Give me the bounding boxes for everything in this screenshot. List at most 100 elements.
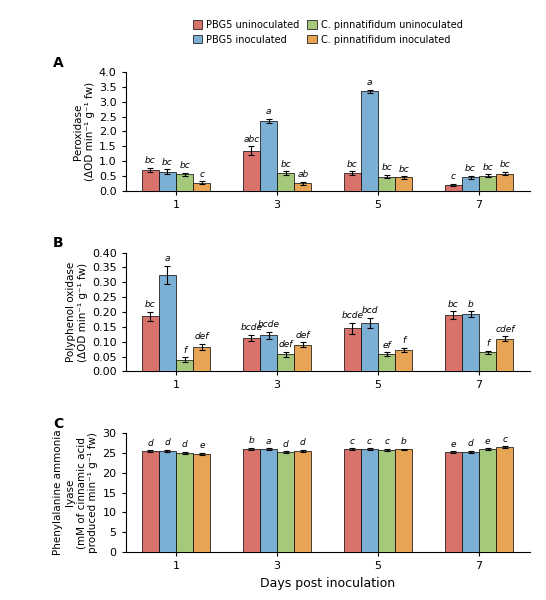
- Bar: [344, 449, 361, 552]
- Bar: [378, 176, 395, 191]
- Text: d: d: [283, 440, 288, 449]
- Text: bc: bc: [399, 164, 410, 173]
- Bar: [344, 173, 361, 191]
- Bar: [193, 347, 210, 371]
- Text: def: def: [296, 331, 310, 340]
- Bar: [260, 449, 277, 552]
- Bar: [159, 172, 176, 191]
- Text: def: def: [195, 332, 209, 341]
- Text: a: a: [367, 78, 372, 87]
- Text: B: B: [53, 236, 63, 250]
- Y-axis label: Phenylalanine ammonia
lyase
(mM of cinnamic acid
produced min⁻¹ g⁻¹ fw): Phenylalanine ammonia lyase (mM of cinna…: [54, 430, 98, 556]
- Bar: [479, 176, 496, 191]
- Text: e: e: [450, 440, 456, 449]
- Bar: [277, 173, 294, 191]
- Text: f: f: [183, 346, 186, 355]
- X-axis label: Days post inoculation: Days post inoculation: [260, 577, 395, 590]
- Text: c: c: [367, 437, 372, 446]
- Text: c: c: [451, 172, 456, 181]
- Text: e: e: [485, 437, 490, 446]
- Text: abc: abc: [243, 134, 259, 143]
- Bar: [395, 350, 412, 371]
- Text: bc: bc: [280, 160, 291, 169]
- Bar: [277, 354, 294, 371]
- Bar: [142, 170, 159, 191]
- Bar: [496, 448, 513, 552]
- Bar: [496, 173, 513, 191]
- Text: a: a: [266, 437, 271, 446]
- Text: c: c: [502, 435, 507, 444]
- Text: ab: ab: [297, 170, 308, 179]
- Bar: [378, 450, 395, 552]
- Text: bcd: bcd: [361, 306, 378, 315]
- Text: bc: bc: [179, 161, 190, 170]
- Text: bcde: bcde: [341, 311, 363, 320]
- Text: bc: bc: [145, 156, 156, 165]
- Bar: [260, 335, 277, 371]
- Text: bcde: bcde: [240, 323, 262, 332]
- Bar: [243, 151, 260, 191]
- Text: b: b: [248, 436, 254, 445]
- Text: C: C: [53, 417, 63, 431]
- Bar: [479, 449, 496, 552]
- Text: A: A: [53, 56, 63, 70]
- Legend: PBG5 uninoculated, PBG5 inoculated, C. pinnatifidum uninoculated, C. pinnatifidu: PBG5 uninoculated, PBG5 inoculated, C. p…: [193, 20, 462, 45]
- Text: bc: bc: [465, 164, 476, 173]
- Text: c: c: [199, 170, 204, 179]
- Bar: [445, 185, 462, 191]
- Bar: [243, 449, 260, 552]
- Text: ef: ef: [382, 341, 391, 350]
- Bar: [142, 316, 159, 371]
- Bar: [277, 452, 294, 552]
- Bar: [193, 183, 210, 191]
- Bar: [159, 451, 176, 552]
- Bar: [462, 452, 479, 552]
- Text: bc: bc: [482, 163, 493, 172]
- Text: bc: bc: [145, 301, 156, 310]
- Text: d: d: [300, 439, 306, 448]
- Bar: [176, 452, 193, 552]
- Bar: [445, 315, 462, 371]
- Text: e: e: [199, 441, 205, 450]
- Text: f: f: [402, 337, 406, 346]
- Bar: [361, 91, 378, 191]
- Text: d: d: [182, 440, 187, 449]
- Bar: [243, 338, 260, 371]
- Text: c: c: [384, 437, 389, 446]
- Bar: [159, 275, 176, 371]
- Text: d: d: [165, 438, 170, 447]
- Text: bc: bc: [381, 163, 392, 172]
- Bar: [395, 449, 412, 552]
- Bar: [294, 451, 311, 552]
- Bar: [361, 449, 378, 552]
- Bar: [496, 339, 513, 371]
- Text: c: c: [350, 437, 355, 446]
- Bar: [142, 451, 159, 552]
- Bar: [462, 314, 479, 371]
- Text: a: a: [165, 254, 170, 263]
- Y-axis label: Polyphenol oxidase
(ΔOD min⁻¹ g⁻¹ fw): Polyphenol oxidase (ΔOD min⁻¹ g⁻¹ fw): [66, 262, 88, 362]
- Bar: [294, 184, 311, 191]
- Text: d: d: [468, 439, 473, 448]
- Text: bc: bc: [162, 158, 173, 167]
- Bar: [176, 175, 193, 191]
- Text: bcde: bcde: [258, 320, 280, 329]
- Bar: [361, 323, 378, 371]
- Text: a: a: [266, 107, 271, 116]
- Bar: [176, 359, 193, 371]
- Text: bc: bc: [448, 300, 459, 309]
- Bar: [395, 178, 412, 191]
- Bar: [462, 178, 479, 191]
- Bar: [378, 354, 395, 371]
- Y-axis label: Peroxidase
(ΔOD min⁻¹ g⁻¹ fw): Peroxidase (ΔOD min⁻¹ g⁻¹ fw): [73, 82, 94, 181]
- Bar: [445, 452, 462, 552]
- Bar: [344, 328, 361, 371]
- Bar: [193, 454, 210, 552]
- Text: bc: bc: [347, 160, 358, 169]
- Text: d: d: [147, 439, 153, 448]
- Bar: [260, 121, 277, 191]
- Text: def: def: [278, 340, 293, 349]
- Bar: [294, 344, 311, 371]
- Text: f: f: [486, 339, 489, 348]
- Text: b: b: [401, 437, 407, 446]
